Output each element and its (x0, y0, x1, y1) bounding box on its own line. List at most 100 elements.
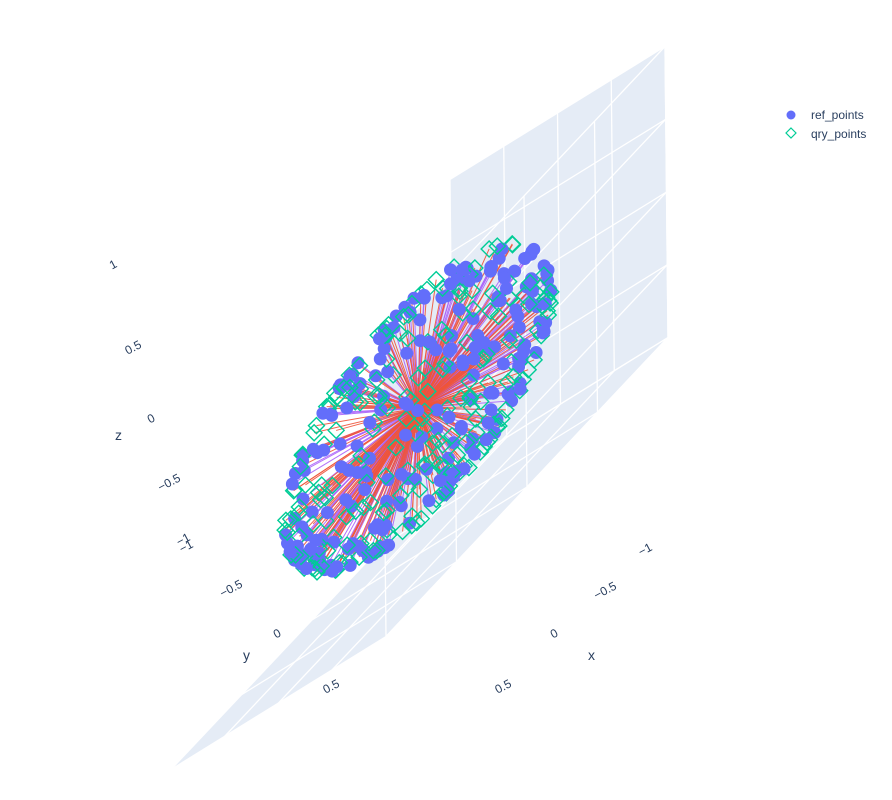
ref-point (343, 369, 357, 383)
ref-point (377, 342, 391, 356)
ref-point (466, 368, 480, 382)
qry-line (417, 289, 428, 409)
ref-point (305, 505, 319, 519)
ref-point (442, 410, 456, 424)
z-tick-label: −1 (174, 530, 193, 549)
qry-point (467, 423, 486, 442)
qry-point (433, 435, 452, 454)
qry-point (361, 493, 380, 512)
ref-point (411, 404, 425, 417)
qry-point (402, 516, 421, 535)
legend-item-qry[interactable]: qry_points (785, 127, 866, 141)
qry-line (386, 407, 419, 511)
ref-point (369, 369, 383, 383)
qry-point (492, 409, 511, 428)
ref-point (513, 382, 527, 396)
qry-point (327, 421, 346, 440)
ref-point (445, 329, 459, 343)
legend-ref-marker-icon (786, 110, 796, 120)
qry-point (386, 438, 405, 457)
qry-point (458, 333, 477, 352)
grid-wall-y-z (450, 118, 667, 253)
ref-point (500, 281, 513, 295)
ref-point (288, 467, 302, 480)
qry-point (451, 389, 470, 408)
qry-point (316, 512, 335, 531)
qry-point (338, 536, 357, 555)
qry-point (415, 455, 434, 474)
ref-point (529, 346, 543, 359)
qry-point (391, 486, 410, 505)
ref-point (334, 460, 348, 474)
qry-point (534, 266, 553, 285)
qry-line (385, 336, 419, 409)
ref-point (501, 387, 515, 401)
grid-wall-y-z (449, 45, 666, 181)
ref-point (512, 320, 526, 334)
qry-point (390, 324, 409, 343)
ref-point (398, 396, 412, 410)
x-tick-label: 0.5 (492, 676, 514, 696)
ref-point (296, 492, 310, 506)
qry-line (417, 329, 443, 409)
qry-point (483, 284, 502, 303)
qry-point (519, 295, 538, 314)
qry-point (366, 387, 385, 406)
ref-point (527, 242, 541, 256)
y-tick-label: 0.5 (320, 676, 342, 696)
markers (276, 234, 560, 581)
qry-point (457, 433, 476, 452)
ref-point (537, 325, 551, 338)
qry-point (334, 379, 353, 397)
ref-point (433, 474, 447, 488)
qry-point (352, 446, 371, 465)
ref-point (340, 401, 354, 415)
ref-point (430, 422, 444, 435)
scene: −1 −0.5 0 0.5 −1 −0.5 0 0.5 −1 −0.5 0 0.5 1 (107, 45, 669, 771)
qry-line (417, 363, 446, 409)
qry-point (346, 502, 365, 521)
grid-floor-y (241, 561, 457, 696)
ref-point (351, 539, 365, 553)
qry-point (374, 503, 393, 522)
z-tick-label: 1 (107, 257, 120, 273)
qry-line (417, 380, 470, 409)
qry-point (304, 514, 323, 533)
ref-point (333, 437, 347, 451)
qry-point (367, 370, 386, 389)
qry-point (464, 300, 483, 319)
ref-point (358, 483, 372, 497)
qry-point (442, 426, 461, 445)
ref-point (512, 360, 526, 373)
grid-floor-x (224, 436, 508, 737)
legend-item-ref[interactable]: ref_points (786, 108, 864, 122)
qry-point (427, 270, 446, 289)
ref-point (295, 520, 309, 534)
qry-point (278, 523, 297, 542)
y-tick-label: 0 (271, 626, 284, 642)
ref-point (462, 274, 476, 288)
x-tick-label: −0.5 (591, 579, 619, 603)
legend[interactable]: ref_points qry_points (785, 108, 866, 141)
ref-point (442, 344, 456, 358)
ref-point (285, 477, 299, 491)
grid-floor-y (311, 486, 528, 621)
ref-point (332, 380, 346, 394)
ref-point (485, 260, 498, 273)
qry-line (411, 303, 419, 409)
ref-point (361, 550, 375, 564)
qry-point (496, 400, 515, 419)
ref-point (479, 433, 493, 447)
qry-point (489, 307, 508, 326)
qry-point (399, 305, 418, 324)
qry-point (393, 522, 412, 541)
qry-point (448, 445, 467, 464)
qry-point (471, 392, 490, 411)
qry-point (291, 457, 310, 476)
ref-point (451, 464, 465, 478)
legend-qry-marker-icon (785, 127, 797, 139)
qry-point (309, 483, 328, 502)
ref-point (468, 340, 482, 354)
ref-point (444, 263, 457, 277)
